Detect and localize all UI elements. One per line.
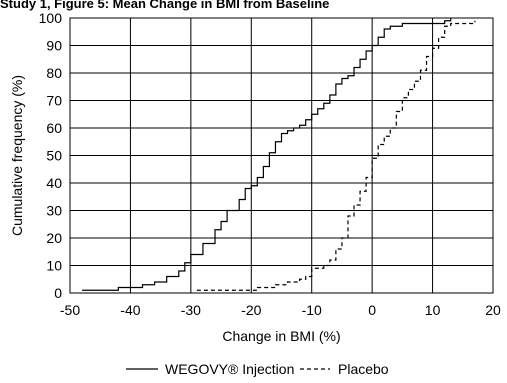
y-tick-label: 40	[46, 175, 62, 191]
y-tick-label: 0	[54, 285, 62, 301]
y-tick-label: 100	[39, 10, 63, 26]
y-tick-label: 20	[46, 230, 62, 246]
x-tick-label: 20	[485, 302, 501, 318]
y-tick-label: 30	[46, 203, 62, 219]
legend-label-wegovy: WEGOVY® Injection	[165, 361, 294, 377]
x-tick-label: 10	[425, 302, 441, 318]
y-tick-label: 10	[46, 258, 62, 274]
x-tick-label: -30	[181, 302, 201, 318]
y-tick-label: 90	[46, 38, 62, 54]
x-axis-label: Change in BMI (%)	[222, 328, 340, 344]
y-axis-label: Cumulative frequency (%)	[9, 75, 25, 236]
series-layer	[82, 18, 476, 291]
legend-label-placebo: Placebo	[338, 361, 389, 377]
y-tick-label: 60	[46, 120, 62, 136]
grid-lines	[69, 17, 494, 294]
y-tick-labels: 0 10 20 30 40 50 60 70 80 90 100	[39, 10, 63, 301]
chart-title: Study 1, Figure 5: Mean Change in BMI fr…	[0, 0, 329, 11]
x-tick-label: -10	[302, 302, 322, 318]
plot-frame	[69, 17, 494, 294]
y-tick-label: 70	[46, 93, 62, 109]
x-tick-label: -40	[120, 302, 140, 318]
y-tick-label: 50	[46, 148, 62, 164]
x-tick-label: 0	[368, 302, 376, 318]
series-line-wegovy	[82, 18, 452, 291]
x-tick-labels: -50 -40 -30 -20 -10 0 10 20	[60, 302, 501, 318]
y-tick-label: 80	[46, 65, 62, 81]
x-tick-label: -50	[60, 302, 80, 318]
legend: WEGOVY® Injection Placebo	[126, 361, 389, 377]
x-tick-label: -20	[241, 302, 261, 318]
series-line-placebo	[196, 20, 476, 291]
